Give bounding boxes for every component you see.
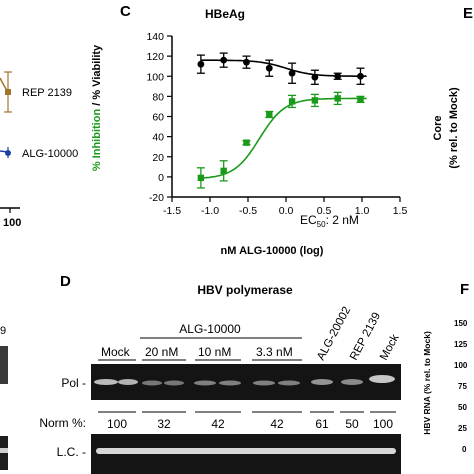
c-viability-point <box>197 60 205 68</box>
norm-label: Norm %: <box>39 416 86 430</box>
c-inhibition-point <box>243 139 250 146</box>
lane-label-rep2139: REP 2139 <box>348 311 383 363</box>
chart-c-title: HBeAg <box>205 7 245 21</box>
pol-band <box>341 379 363 385</box>
c-y-tick-label: -20 <box>149 192 164 204</box>
pol-band <box>253 380 275 386</box>
c-x-tick-label: 1.5 <box>393 205 408 217</box>
c-inhibition-point <box>311 97 319 104</box>
c-inhibition-fit-curve <box>200 97 367 179</box>
panel-e-letter: E <box>463 5 473 22</box>
c-x-tick-label: -1.5 <box>163 205 181 217</box>
b-legend-rep2139: REP 2139 <box>22 87 72 99</box>
blot-pol-bands <box>94 375 395 386</box>
lane-label-alg20002: ALG-20002 <box>315 305 353 363</box>
c-inhibition-point <box>220 167 227 175</box>
panel-f-letter: F <box>460 281 469 298</box>
c-inhibition-point <box>266 111 273 118</box>
c-x-tick-label: 0.5 <box>317 205 332 217</box>
pol-band <box>369 375 395 383</box>
c-inhibition-point <box>334 95 341 102</box>
c-y-tick-label: 60 <box>152 112 164 124</box>
c-y-tick-label: 120 <box>146 51 164 63</box>
b-legend-alg10000: ALG-10000 <box>22 148 78 160</box>
norm-value-20nm: 32 <box>157 417 171 431</box>
pol-band <box>164 380 184 386</box>
c-y-tick-label: 100 <box>146 71 164 83</box>
pol-band <box>142 380 162 386</box>
lane-label-3-3nm: 3.3 nM <box>256 345 293 359</box>
c-y-tick-label: 0 <box>158 172 164 184</box>
chart-c-annotation: EC50: 2 nM <box>300 213 359 229</box>
lc-band <box>96 448 396 454</box>
f-tick-0: 0 <box>462 445 467 454</box>
c-x-tick-label: 1.0 <box>355 205 370 217</box>
chart-c-ylabel-viability: / % Viability <box>91 44 103 109</box>
c-y-tick-label: 140 <box>146 31 164 43</box>
panel-f-ylabel: HBV RNA (% rel. to Mock) <box>422 331 432 435</box>
f-tick-50: 50 <box>458 403 467 412</box>
panel-e-ylabel-1: Core <box>432 115 444 140</box>
c-viability-point <box>311 73 319 81</box>
chart-c-ylabel: % Inhibition / % Viability <box>91 44 103 171</box>
pol-band <box>278 380 300 386</box>
lane-label-mock-2: Mock <box>378 332 402 362</box>
pol-band <box>94 379 118 385</box>
c-x-tick-label: -1.0 <box>201 205 219 217</box>
left-fragment-text: 9 <box>0 325 6 337</box>
c-y-tick-label: 40 <box>152 132 164 144</box>
c-viability-point <box>357 72 364 80</box>
blot-row-label-lc: L.C. - <box>57 445 86 459</box>
c-viability-point <box>334 72 342 80</box>
lane-label-20nm: 20 nM <box>145 345 178 359</box>
pol-band <box>311 379 333 385</box>
blot-group-label: ALG-10000 <box>179 322 241 336</box>
chart-c-plot: -20 0 20 40 60 80 100 120 140 -1.5 -1.0 -0.5 0.0 0.5 1… <box>146 31 407 217</box>
pol-band <box>219 380 241 386</box>
norm-value-alg20002: 61 <box>315 417 329 431</box>
c-y-tick-label: 20 <box>152 152 164 164</box>
pol-band <box>118 379 138 385</box>
norm-value-rep2139: 50 <box>345 417 359 431</box>
b-alg10000-marker <box>5 150 11 156</box>
c-inhibition-point <box>357 96 364 103</box>
c-viability-point <box>288 69 296 77</box>
c-viability-point <box>265 64 273 72</box>
c-viability-point <box>220 56 228 64</box>
chart-c-xlabel: nM ALG-10000 (log) <box>221 245 324 257</box>
norm-value-mock-2: 100 <box>373 417 393 431</box>
f-tick-125: 125 <box>454 340 468 349</box>
f-tick-100: 100 <box>454 361 468 370</box>
panel-e-ylabel-2: (% rel. to Mock) <box>448 87 460 169</box>
f-tick-25: 25 <box>458 424 467 433</box>
c-inhibition-point <box>288 98 296 105</box>
chart-c-ylabel-inhibition: % Inhibition <box>91 109 103 172</box>
blot-row-label-pol: Pol - <box>61 376 86 390</box>
f-tick-150: 150 <box>454 319 468 328</box>
panel-f-ticks: 150 125 100 75 50 25 0 <box>454 319 468 454</box>
left-fragment-band <box>0 448 8 453</box>
c-x-tick-label: -0.5 <box>239 205 257 217</box>
c-x-tick-label: 0.0 <box>279 205 294 217</box>
norm-value-3-3nm: 42 <box>270 417 284 431</box>
norm-value-10nm: 42 <box>211 417 225 431</box>
panel-d-letter: D <box>60 273 71 290</box>
panel-c-letter: C <box>120 3 131 20</box>
c-y-tick-label: 80 <box>152 91 164 103</box>
lane-label-10nm: 10 nM <box>198 345 231 359</box>
c-viability-point <box>243 58 250 66</box>
c-inhibition-point <box>197 174 205 182</box>
norm-value-mock: 100 <box>107 417 127 431</box>
left-fragment-blot-1 <box>0 346 8 384</box>
b-rep2139-marker <box>5 89 11 95</box>
panel-b-fragment: 100 REP 2139 ALG-10000 <box>0 71 78 229</box>
blot-title: HBV polymerase <box>197 283 293 297</box>
pol-band <box>194 380 216 386</box>
f-tick-75: 75 <box>458 382 467 391</box>
lane-label-mock: Mock <box>101 345 131 359</box>
b-x-tick-label: 100 <box>3 217 21 229</box>
